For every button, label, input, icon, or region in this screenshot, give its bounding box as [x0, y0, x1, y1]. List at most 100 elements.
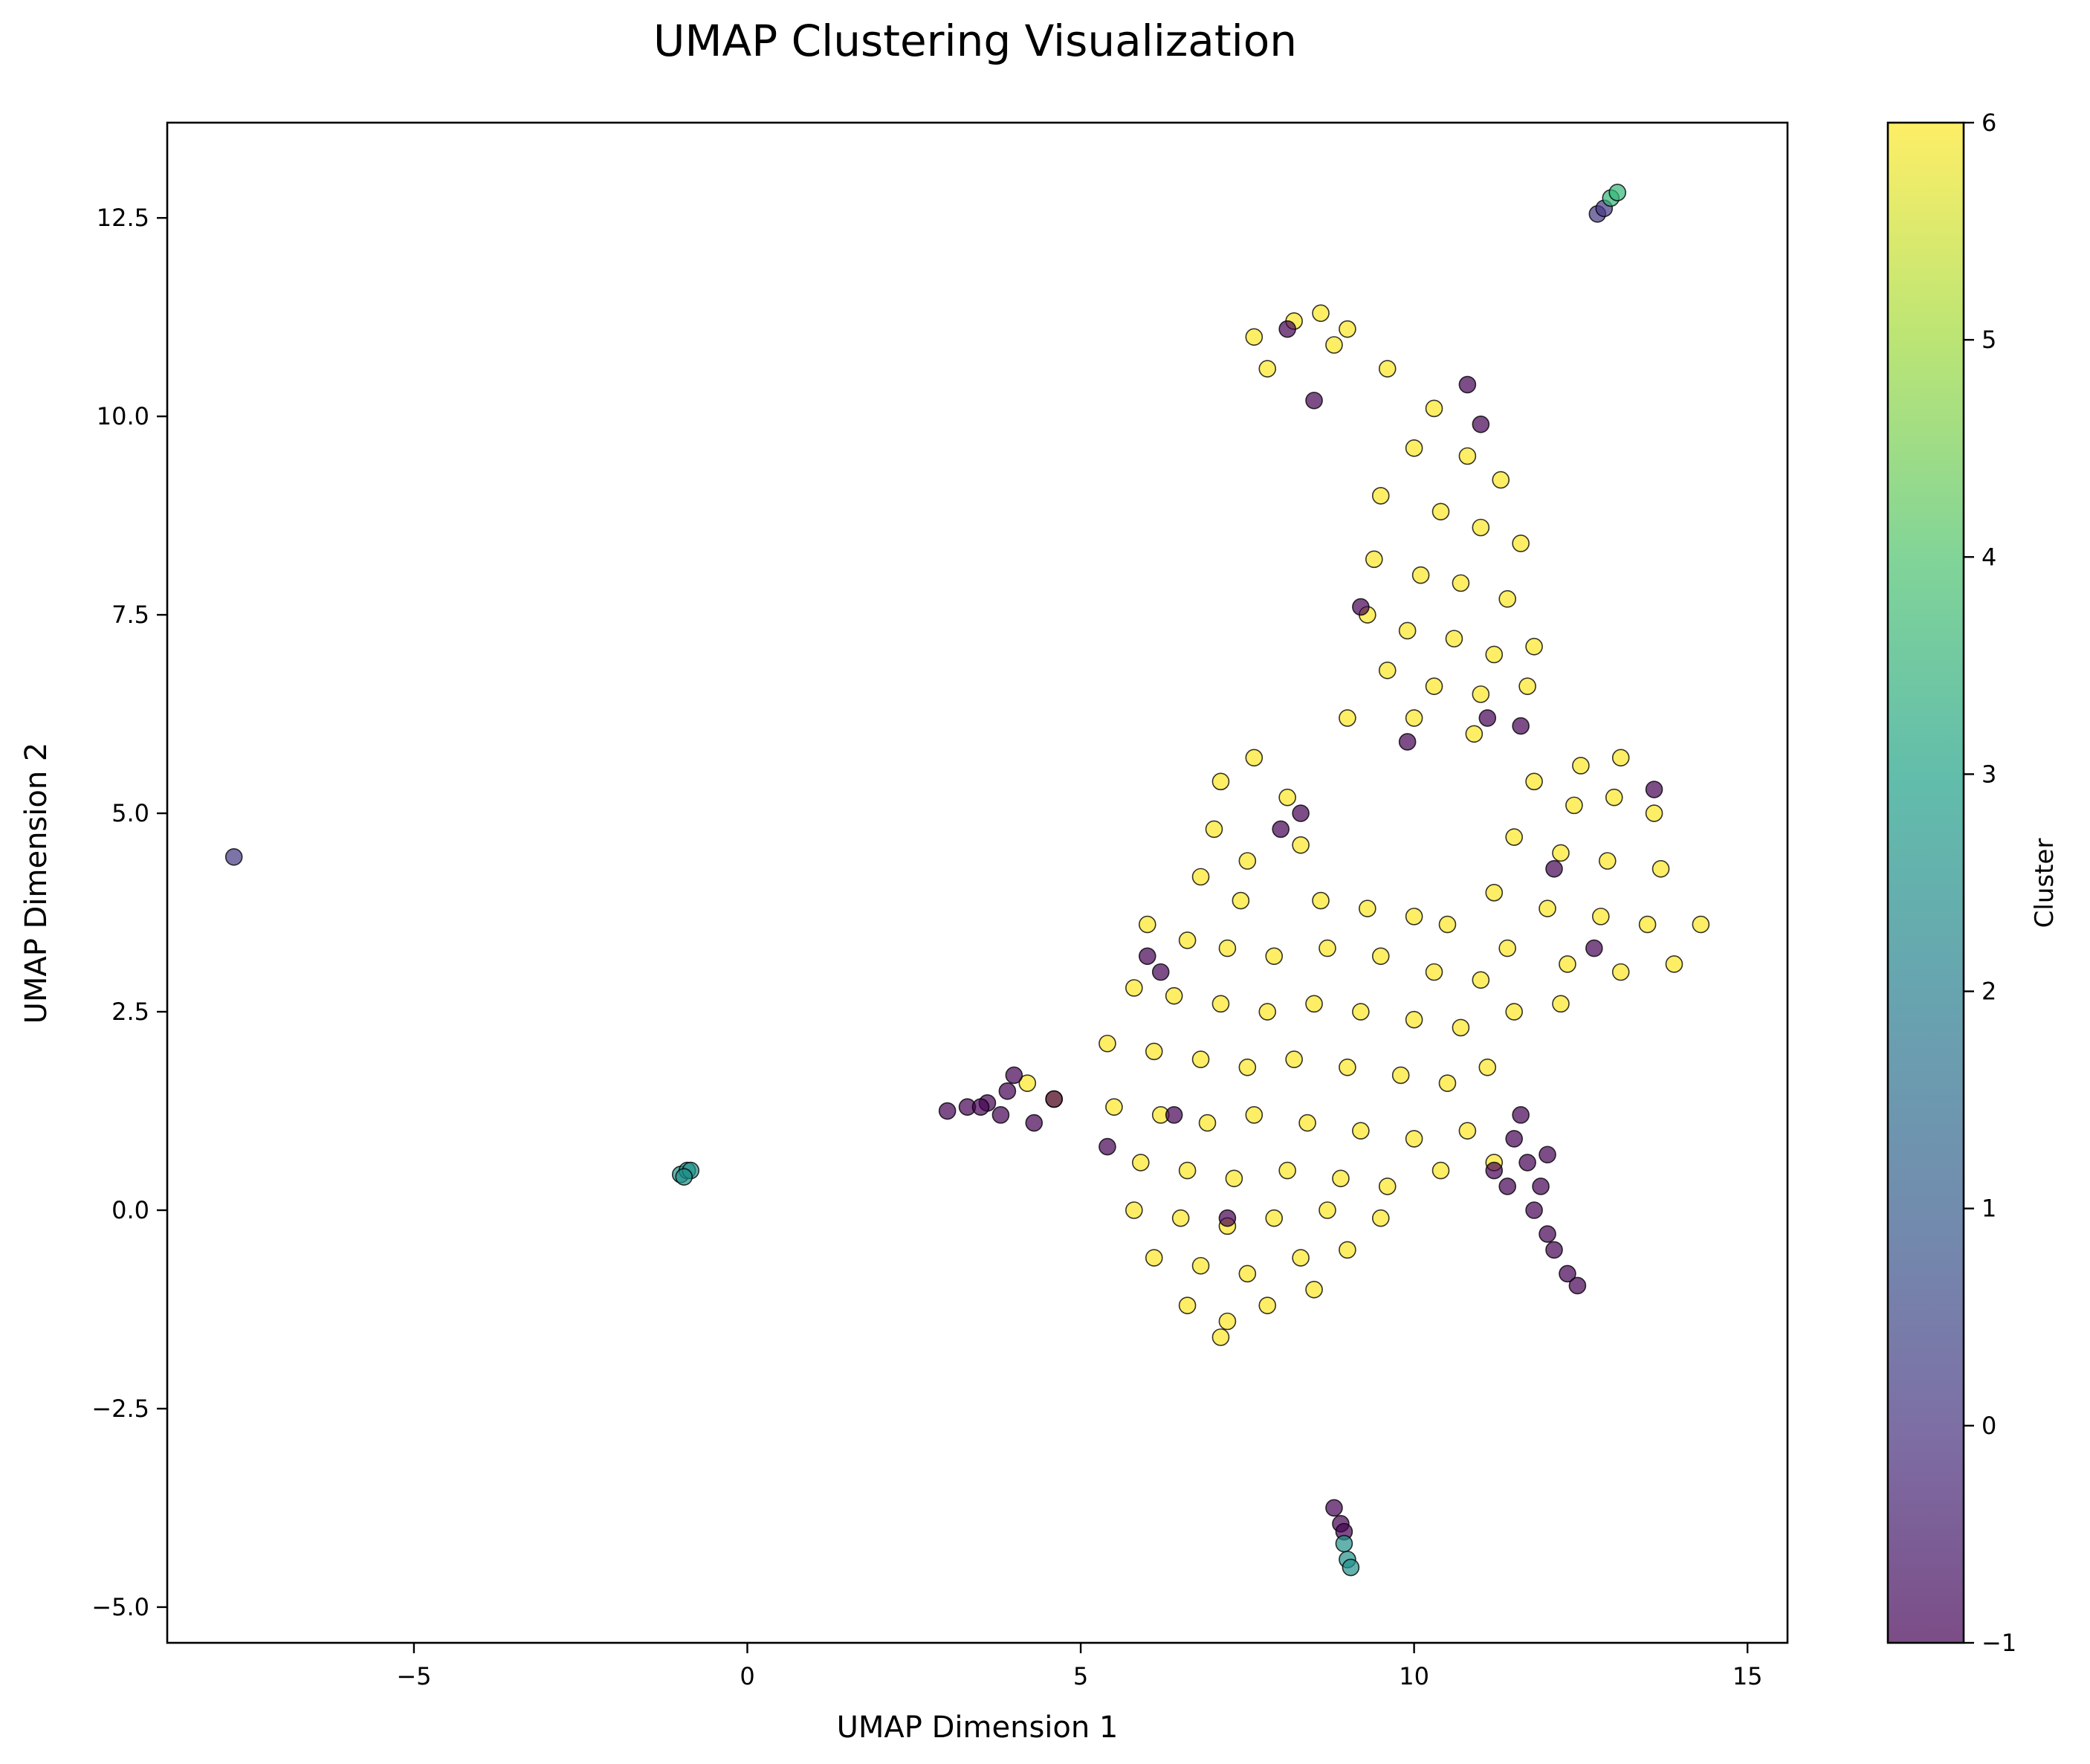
scatter-point-cluster--1 [1458, 375, 1477, 394]
scatter-point-cluster--1 [1138, 947, 1156, 966]
scatter-point-cluster-6 [1452, 574, 1470, 592]
scatter-point-cluster--1 [1398, 733, 1417, 751]
scatter-point-cluster-6 [1211, 995, 1230, 1013]
scatter-point-cluster-6 [1099, 1034, 1116, 1053]
scatter-point-cluster-6 [1339, 1241, 1356, 1259]
scatter-point-cluster-6 [1559, 955, 1576, 973]
scatter-point-cluster-6 [1472, 971, 1490, 989]
scatter-point-cluster--1 [1278, 320, 1296, 338]
colorbar-frame [1886, 121, 1965, 1644]
scatter-point-cluster-6 [1425, 677, 1443, 695]
colorbar-tick-label: 3 [1981, 760, 1996, 788]
x-tick-label: 15 [1732, 1662, 1763, 1690]
scatter-point-cluster-6 [1352, 1122, 1370, 1140]
scatter-point-cluster-6 [1292, 1249, 1310, 1267]
scatter-point-cluster-6 [1572, 757, 1590, 775]
scatter-point-cluster-3 [1608, 184, 1627, 201]
scatter-point-cluster-6 [1438, 1074, 1457, 1092]
scatter-point-cluster-6 [1225, 1169, 1243, 1188]
scatter-point-cluster-6 [1305, 1280, 1323, 1299]
scatter-point-cluster--1 [971, 1098, 990, 1116]
scatter-point-cluster--1 [1518, 1154, 1536, 1172]
scatter-point-cluster--1 [1559, 1264, 1576, 1283]
colorbar-tick-label: 4 [1981, 543, 1996, 571]
scatter-point-cluster-6 [1218, 1312, 1237, 1331]
x-tick-label: −5 [396, 1662, 431, 1690]
scatter-point-cluster-6 [1611, 749, 1630, 767]
plot-frame [166, 121, 1789, 1644]
colorbar: −1 0 1 2 3 4 5 6 Cluster [1886, 109, 2060, 1657]
scatter-point-cluster-6 [1692, 915, 1710, 934]
scatter-point-cluster-6 [1278, 788, 1296, 807]
scatter-point-cluster--1 [1005, 1066, 1023, 1085]
scatter-point-cluster-6 [1411, 566, 1430, 584]
scatter-point-cluster-6 [1131, 1154, 1150, 1172]
scatter-point-cluster-6 [1492, 471, 1510, 489]
y-tick-label: −5.0 [91, 1593, 149, 1621]
scatter-point-cluster--1 [1539, 1225, 1556, 1243]
chart-title: UMAP Clustering Visualization [653, 16, 1297, 66]
scatter-point-cluster-6 [1498, 939, 1517, 957]
scatter-point-cluster-6 [1238, 1264, 1257, 1283]
scatter-point-cluster-6 [1238, 1058, 1257, 1076]
scatter-point-cluster-6 [1218, 939, 1237, 957]
scatter-point-cluster--1 [1512, 717, 1530, 735]
scatter-point-cluster-6 [1525, 772, 1543, 791]
colorbar-tick-label: 6 [1981, 109, 1996, 137]
colorbar-tick-label: 2 [1981, 978, 1996, 1006]
scatter-point-cluster-6 [1245, 328, 1264, 346]
scatter-point-cluster--1 [1045, 1090, 1063, 1108]
scatter-point-cluster-6 [1292, 836, 1310, 854]
scatter-point-cluster-6 [1645, 804, 1663, 822]
x-tick-label: 0 [740, 1662, 754, 1690]
scatter-point-cluster--1 [1325, 1499, 1343, 1517]
scatter-point-cluster-6 [1339, 320, 1356, 338]
scatter-point-cluster-6 [1592, 908, 1610, 925]
scatter-point-cluster-6 [1312, 304, 1330, 323]
y-tick-label: 5.0 [111, 799, 149, 827]
scatter-point-cluster-6 [1465, 725, 1484, 743]
scatter-point-cluster--1 [1645, 781, 1663, 798]
scatter-point-cluster-6 [1165, 986, 1183, 1005]
y-tick-label: 12.5 [97, 204, 149, 232]
scatter-point-cluster-6 [1452, 1018, 1470, 1037]
scatter-point-cluster-6 [1478, 1058, 1497, 1076]
scatter-point-cluster-6 [1105, 1098, 1123, 1116]
scatter-point-cluster-6 [1405, 439, 1423, 457]
scatter-point-cluster-6 [1431, 1161, 1450, 1180]
scatter-point-cluster-6 [1391, 1066, 1410, 1085]
scatter-point-cluster--1 [1498, 1177, 1517, 1195]
scatter-point-cluster-6 [1371, 1209, 1390, 1227]
scatter-point-cluster-6 [1138, 915, 1156, 934]
scatter-point-cluster-6 [1305, 995, 1323, 1013]
scatter-point-cluster--1 [1099, 1137, 1116, 1156]
scatter-point-cluster-2 [1342, 1558, 1360, 1577]
scatter-point-cluster-6 [1425, 399, 1443, 418]
scatter-point-cluster-0 [224, 847, 243, 866]
scatter-point-cluster-6 [1472, 685, 1490, 703]
y-tick-label: 0.0 [111, 1196, 149, 1224]
scatter-point-cluster-6 [1245, 749, 1264, 767]
scatter-point-cluster-6 [1205, 820, 1223, 839]
scatter-point-cluster-6 [1398, 621, 1417, 640]
scatter-point-cluster-6 [1638, 915, 1657, 934]
scatter-point-cluster--1 [1272, 820, 1290, 839]
scatter-point-cluster-6 [1332, 1169, 1350, 1188]
scatter-point-cluster-6 [1498, 589, 1517, 608]
scatter-point-cluster-6 [1258, 1003, 1277, 1021]
scatter-point-cluster-6 [1378, 1177, 1397, 1195]
scatter-point-cluster-6 [1198, 1114, 1217, 1132]
scatter-point-cluster-6 [1458, 447, 1477, 465]
scatter-point-cluster-2 [675, 1168, 693, 1186]
scatter-point-cluster--1 [1472, 415, 1490, 433]
scatter-point-cluster-6 [1211, 772, 1230, 791]
y-tick-label: 7.5 [111, 601, 149, 629]
scatter-point-cluster-6 [1258, 1296, 1277, 1314]
colorbar-gradient [1888, 123, 1964, 1643]
scatter-point-cluster-6 [1651, 860, 1670, 878]
scatter-point-cluster-6 [1339, 1058, 1356, 1076]
scatter-point-cluster-6 [1298, 1114, 1316, 1132]
colorbar-tick-label: 1 [1981, 1195, 1996, 1223]
scatter-point-cluster-6 [1371, 947, 1390, 966]
